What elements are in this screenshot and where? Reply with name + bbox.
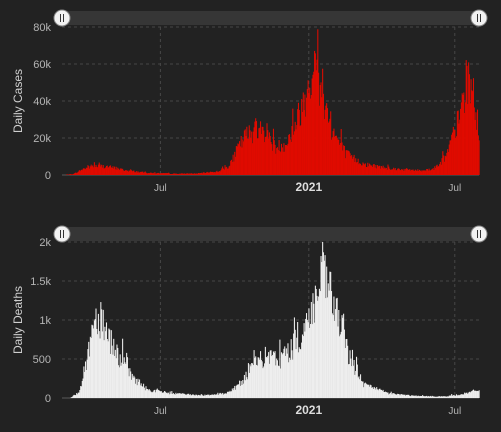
bar-series (66, 29, 479, 175)
y-tick-label: 2k (39, 237, 51, 249)
y-axis-label: Daily Deaths (11, 286, 25, 354)
bar (479, 390, 480, 398)
bar (479, 140, 480, 175)
y-tick-label: 40k (33, 96, 51, 108)
x-tick-label: 2021 (295, 403, 322, 417)
y-tick-label: 1k (39, 315, 51, 327)
slider-handle-knob[interactable] (54, 10, 70, 26)
y-tick-label: 0 (45, 393, 51, 405)
y-tick-label: 1.5k (30, 276, 51, 288)
y-tick-label: 20k (33, 133, 51, 145)
range-slider-track[interactable] (62, 227, 479, 241)
x-tick-label: Jul (448, 406, 461, 417)
bar (67, 174, 68, 175)
range-slider-handle-end[interactable] (471, 226, 487, 242)
y-axis-label: Daily Cases (11, 69, 25, 133)
chart-panel-1: 0 20k 40k 60k 80k Jul 2021 Jul Daily Cases (11, 10, 487, 194)
x-tick-label: Jul (448, 183, 461, 194)
range-slider-handle-start[interactable] (54, 226, 70, 242)
y-tick-label: 60k (33, 59, 51, 71)
range-slider-track[interactable] (62, 11, 479, 25)
y-tick-label: 80k (33, 22, 51, 34)
range-slider-handle-start[interactable] (54, 10, 70, 26)
slider-handle-knob[interactable] (471, 10, 487, 26)
slider-handle-knob[interactable] (471, 226, 487, 242)
x-tick-label: Jul (154, 406, 167, 417)
y-tick-label: 500 (33, 354, 51, 366)
y-tick-label: 0 (45, 170, 51, 182)
x-tick-label: 2021 (295, 180, 322, 194)
chart-panel-2: 0 500 1k 1.5k 2k Jul 2021 Jul Daily Deaths (11, 226, 487, 417)
x-tick-label: Jul (154, 183, 167, 194)
slider-handle-knob[interactable] (54, 226, 70, 242)
range-slider-handle-end[interactable] (471, 10, 487, 26)
